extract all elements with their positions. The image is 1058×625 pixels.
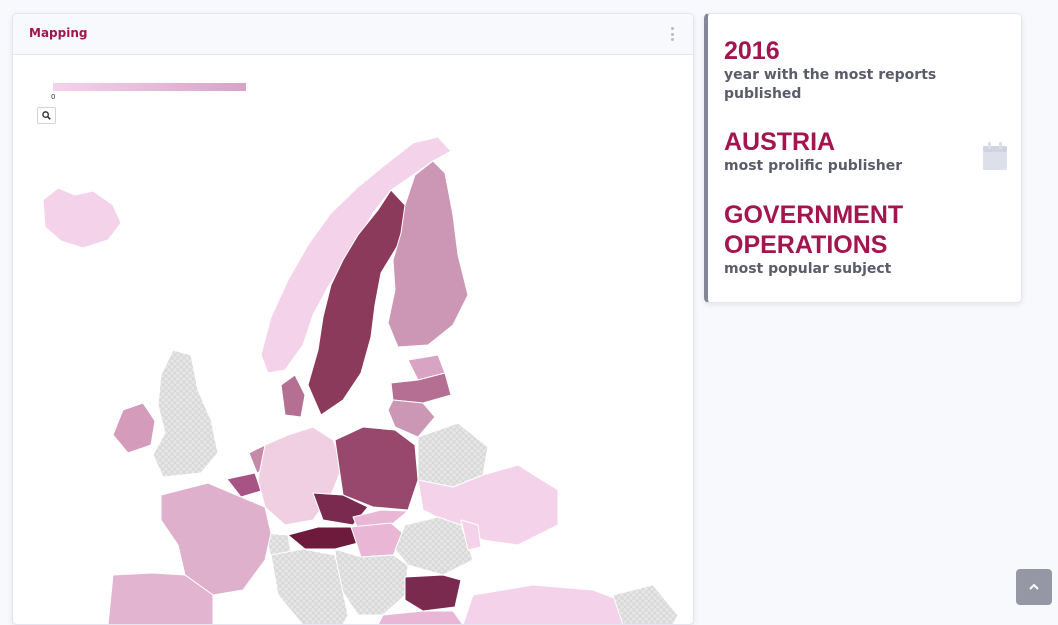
map-area[interactable]: 0 xyxy=(13,55,693,625)
country-france[interactable] xyxy=(160,482,272,596)
zoom-button[interactable] xyxy=(37,107,56,124)
summary-stats-card: 2016 year with the most reports publishe… xyxy=(704,13,1022,303)
country-sweden[interactable] xyxy=(307,189,409,416)
country-ireland[interactable] xyxy=(112,402,156,454)
country-norway[interactable] xyxy=(260,136,452,374)
chevron-up-icon xyxy=(1029,583,1039,590)
stat-caption: year with the most reports published xyxy=(724,67,937,102)
stat-top-subject: GOVERNMENT OPERATIONS most popular subje… xyxy=(724,200,954,279)
legend-min-label: 0 xyxy=(51,93,56,101)
card-header: Mapping xyxy=(13,14,693,55)
country-romania[interactable] xyxy=(394,516,474,576)
region-russia[interactable] xyxy=(612,584,679,625)
vertical-dots-icon[interactable] xyxy=(669,27,675,41)
country-greece[interactable] xyxy=(377,610,463,625)
country-finland[interactable] xyxy=(387,160,469,348)
scroll-to-top-button[interactable] xyxy=(1016,569,1052,605)
stat-caption: most popular subject xyxy=(724,261,892,277)
stat-value: AUSTRIA xyxy=(724,128,836,156)
country-moldova[interactable] xyxy=(460,519,482,551)
country-bulgaria[interactable] xyxy=(404,574,462,612)
stat-top-publisher: AUSTRIA most prolific publisher xyxy=(724,127,974,176)
mapping-card: Mapping xyxy=(12,13,694,625)
search-icon xyxy=(42,111,51,120)
stat-top-year: 2016 year with the most reports publishe… xyxy=(724,36,974,104)
stat-caption: most prolific publisher xyxy=(724,158,903,174)
country-iceland[interactable] xyxy=(42,187,122,249)
country-denmark[interactable] xyxy=(280,374,306,418)
stat-value: GOVERNMENT OPERATIONS xyxy=(724,201,904,259)
country-turkey[interactable] xyxy=(462,584,639,625)
europe-choropleth-map[interactable] xyxy=(13,55,693,625)
country-italy[interactable] xyxy=(270,548,349,625)
country-spain[interactable] xyxy=(107,572,214,625)
country-austria[interactable] xyxy=(287,526,359,550)
calendar-icon xyxy=(983,142,1007,170)
stat-value: 2016 xyxy=(724,37,780,65)
legend-color-scale xyxy=(53,83,246,91)
card-title: Mapping xyxy=(29,26,88,40)
country-uk[interactable] xyxy=(152,349,219,478)
